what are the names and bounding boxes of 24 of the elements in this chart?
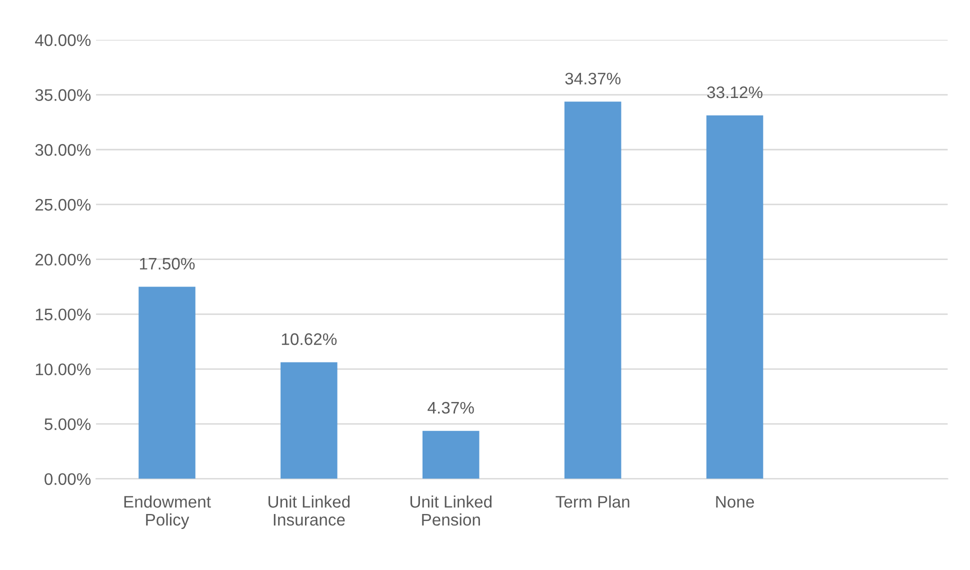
bar bbox=[706, 115, 764, 479]
y-tick-label: 15.00% bbox=[36, 308, 91, 320]
bar bbox=[280, 362, 338, 479]
y-tick-label: 25.00% bbox=[35, 198, 91, 211]
bar bbox=[138, 286, 196, 479]
y-tick-label: 35.00% bbox=[35, 89, 91, 101]
data-label: 10.62% bbox=[282, 333, 337, 346]
data-label: 33.12% bbox=[707, 86, 762, 98]
x-tick-label: Unit Linked Pension bbox=[410, 495, 492, 526]
x-tick-label: Term Plan bbox=[556, 495, 630, 508]
x-tick-label: None bbox=[716, 496, 754, 508]
x-tick-label: Unit Linked Insurance bbox=[268, 495, 350, 526]
data-label: 34.37% bbox=[565, 72, 621, 84]
y-tick-label: 0.00% bbox=[44, 473, 91, 486]
bar bbox=[422, 430, 480, 479]
x-tick-label: Endowment Policy bbox=[124, 495, 211, 529]
y-tick-label: 5.00% bbox=[44, 418, 91, 430]
y-tick-label: 10.00% bbox=[36, 363, 91, 376]
y-tick-label: 40.00% bbox=[35, 34, 91, 46]
data-label: 4.37% bbox=[428, 402, 474, 414]
data-label: 17.50% bbox=[140, 258, 195, 270]
y-tick-label: 30.00% bbox=[35, 144, 91, 156]
bar bbox=[564, 102, 622, 479]
y-tick-label: 20.00% bbox=[35, 254, 91, 266]
